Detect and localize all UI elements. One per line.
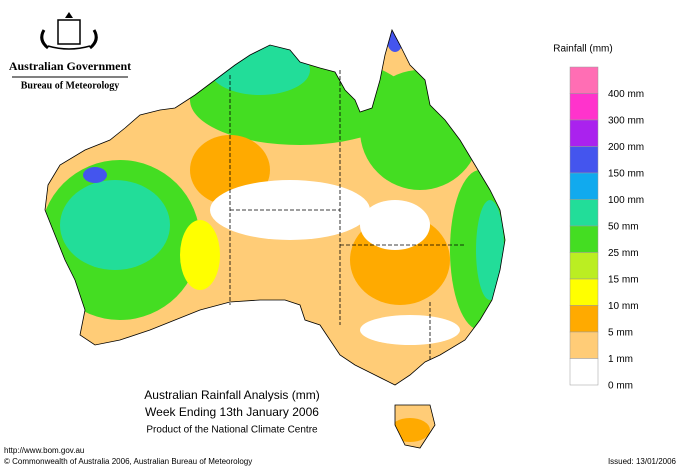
legend: 400 mm 300 mm 200 mm 150 mm 100 mm 50 mm 25 mm… (569, 66, 644, 392)
legend-label: 5 mm (608, 328, 633, 339)
map-credit: Product of the National Climate Centre (146, 425, 318, 436)
legend-label: 25 mm (608, 248, 639, 259)
legend-swatch (569, 199, 599, 227)
map-title: Australian Rainfall Analysis (mm) (144, 388, 319, 402)
url: http://www.bom.gov.au (4, 446, 84, 455)
legend-swatch (569, 305, 599, 333)
legend-label: 50 mm (608, 222, 639, 233)
legend-label: 100 mm (608, 195, 644, 206)
legend-label: 150 mm (608, 169, 644, 180)
legend-label: 10 mm (608, 301, 639, 312)
legend-swatch (569, 119, 599, 147)
borders (44, 28, 506, 449)
legend-swatch (569, 358, 599, 386)
legend-swatch (569, 252, 599, 280)
map-subtitle: Week Ending 13th January 2006 (145, 405, 319, 419)
legend-label: 400 mm (608, 89, 644, 100)
agency-name: Bureau of Meteorology (21, 80, 120, 91)
legend-label: 300 mm (608, 116, 644, 127)
coat-of-arms (40, 12, 98, 50)
legend-swatch (569, 93, 599, 121)
government-name: Australian Government (9, 59, 131, 73)
legend-swatch (569, 331, 599, 359)
legend-label: 0 mm (608, 381, 633, 392)
legend-swatch (569, 278, 599, 306)
legend-swatch (569, 172, 599, 200)
copyright: © Commonwealth of Australia 2006, Austra… (4, 457, 252, 466)
legend-title: Rainfall (mm) (553, 44, 612, 55)
legend-swatch (569, 146, 599, 174)
legend-swatch (569, 225, 599, 253)
legend-label: 1 mm (608, 354, 633, 365)
issued-date: Issued: 13/01/2006 (608, 457, 677, 466)
legend-label: 200 mm (608, 142, 644, 153)
legend-swatch (569, 66, 599, 94)
legend-label: 15 mm (608, 275, 639, 286)
